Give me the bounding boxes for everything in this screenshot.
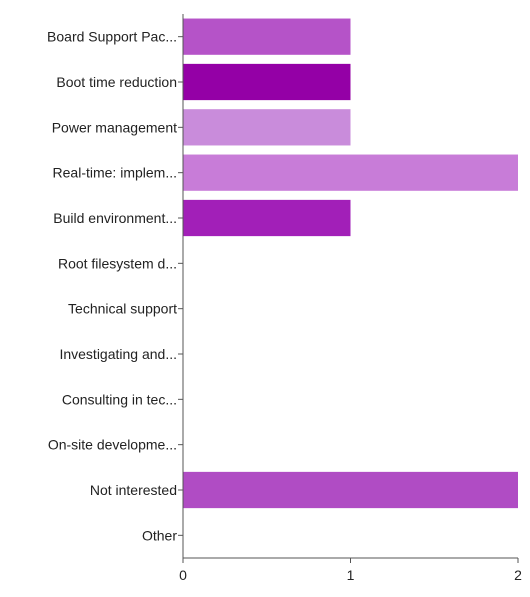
x-tick-label-1: 1 xyxy=(347,567,355,583)
bars-layer xyxy=(183,18,518,509)
category-label-11: Other xyxy=(142,527,177,543)
category-label-10: Not interested xyxy=(90,482,177,498)
category-label-0: Board Support Pac... xyxy=(47,29,177,45)
category-label-6: Technical support xyxy=(68,301,177,317)
category-label-2: Power management xyxy=(52,119,177,135)
axis-layer xyxy=(178,14,519,563)
labels-layer: Board Support Pac... Boot time reduction P… xyxy=(47,29,522,583)
category-label-1: Boot time reduction xyxy=(56,74,177,90)
category-label-4: Build environment... xyxy=(53,210,177,226)
bar-1 xyxy=(183,63,351,101)
bar-10 xyxy=(183,471,518,509)
x-tick-label-0: 0 xyxy=(179,567,187,583)
x-tick-label-2: 2 xyxy=(514,567,522,583)
bar-4 xyxy=(183,199,351,237)
category-label-7: Investigating and... xyxy=(59,346,177,362)
bar-3 xyxy=(183,154,518,191)
bar-2 xyxy=(183,109,351,146)
category-label-9: On-site developme... xyxy=(48,437,177,453)
category-label-3: Real-time: implem... xyxy=(53,165,177,181)
category-label-5: Root filesystem d... xyxy=(58,255,177,271)
category-label-8: Consulting in tec... xyxy=(62,391,177,407)
bar-0 xyxy=(183,18,351,55)
